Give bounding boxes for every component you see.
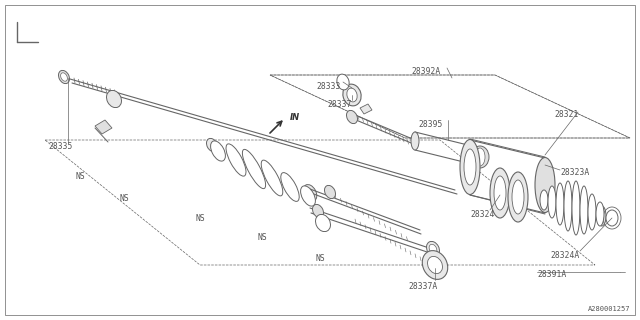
- Ellipse shape: [564, 181, 572, 231]
- Ellipse shape: [556, 183, 564, 225]
- Text: IN: IN: [290, 113, 300, 122]
- Ellipse shape: [422, 251, 448, 279]
- Ellipse shape: [475, 148, 485, 166]
- Ellipse shape: [243, 149, 266, 188]
- Text: A280001257: A280001257: [588, 306, 630, 312]
- Text: 28323A: 28323A: [560, 168, 589, 177]
- Ellipse shape: [598, 206, 606, 226]
- Ellipse shape: [572, 181, 580, 235]
- Ellipse shape: [343, 84, 361, 106]
- Ellipse shape: [606, 210, 618, 226]
- Text: 28337: 28337: [327, 100, 351, 109]
- Ellipse shape: [471, 146, 489, 168]
- Text: NS: NS: [120, 194, 130, 203]
- Text: 28324A: 28324A: [550, 251, 579, 260]
- Polygon shape: [95, 120, 112, 134]
- Ellipse shape: [580, 186, 588, 234]
- Ellipse shape: [303, 185, 317, 201]
- Ellipse shape: [312, 204, 323, 218]
- Ellipse shape: [490, 168, 510, 218]
- Text: 28324: 28324: [470, 210, 494, 219]
- Text: 28392A: 28392A: [411, 67, 440, 76]
- Ellipse shape: [540, 190, 548, 210]
- Ellipse shape: [58, 70, 70, 84]
- Ellipse shape: [337, 74, 349, 90]
- Ellipse shape: [106, 91, 122, 108]
- Text: 28337A: 28337A: [408, 282, 437, 291]
- Ellipse shape: [464, 149, 476, 185]
- Ellipse shape: [207, 138, 218, 152]
- Ellipse shape: [211, 141, 225, 161]
- Ellipse shape: [460, 140, 480, 195]
- Polygon shape: [360, 104, 372, 114]
- Text: NS: NS: [316, 254, 326, 263]
- Text: 28333: 28333: [316, 82, 340, 91]
- Ellipse shape: [61, 73, 67, 81]
- Ellipse shape: [316, 214, 330, 232]
- Ellipse shape: [261, 160, 283, 196]
- Ellipse shape: [588, 194, 596, 230]
- Text: 28395: 28395: [418, 120, 442, 129]
- Ellipse shape: [494, 176, 506, 210]
- Ellipse shape: [226, 144, 246, 176]
- Text: NS: NS: [196, 214, 205, 223]
- Text: 28391A: 28391A: [537, 270, 566, 279]
- Text: NS: NS: [75, 172, 84, 181]
- Ellipse shape: [346, 110, 358, 124]
- Ellipse shape: [535, 157, 555, 212]
- Ellipse shape: [596, 202, 604, 226]
- Text: NS: NS: [258, 233, 268, 242]
- Ellipse shape: [428, 256, 442, 274]
- Ellipse shape: [281, 172, 299, 201]
- Ellipse shape: [512, 180, 524, 214]
- Ellipse shape: [301, 186, 316, 206]
- Ellipse shape: [429, 244, 437, 254]
- Ellipse shape: [324, 185, 335, 199]
- Polygon shape: [5, 5, 635, 315]
- Text: 28335: 28335: [48, 142, 72, 151]
- Ellipse shape: [548, 186, 556, 218]
- Text: 28321: 28321: [554, 110, 579, 119]
- Ellipse shape: [508, 172, 528, 222]
- Ellipse shape: [347, 88, 357, 102]
- Ellipse shape: [426, 241, 440, 257]
- Ellipse shape: [411, 132, 419, 150]
